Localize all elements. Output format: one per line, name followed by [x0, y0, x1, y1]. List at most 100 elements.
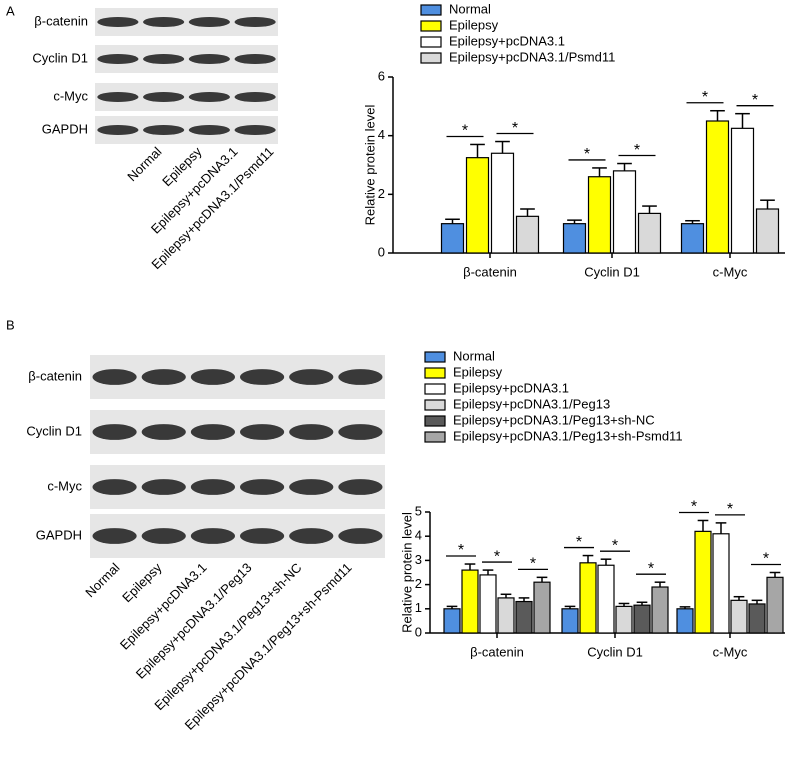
bar — [533, 581, 551, 634]
legend-label: Epilepsy+pcDNA3.1/Peg13 — [453, 396, 610, 411]
significance-label: * — [691, 499, 697, 516]
y-tick-label: 2 — [415, 576, 422, 591]
blot-band — [338, 424, 383, 440]
legend-label: Epilepsy+pcDNA3.1/Psmd11 — [449, 49, 615, 64]
legend-label: Normal — [449, 1, 491, 16]
legend-swatch — [424, 431, 446, 443]
significance-label: * — [576, 534, 582, 551]
bar — [561, 608, 579, 634]
bar — [705, 120, 730, 254]
blot-band — [141, 424, 186, 440]
y-axis-label: Relative protein level — [362, 105, 377, 226]
blot-band — [289, 424, 334, 440]
y-tick-label: 0 — [378, 244, 385, 259]
blot-band — [289, 369, 334, 385]
blot-band — [234, 124, 276, 136]
significance-label: * — [634, 142, 640, 159]
blot-strip — [90, 410, 385, 454]
blot-band — [141, 369, 186, 385]
blot-band — [239, 528, 285, 544]
blot-band — [97, 91, 139, 103]
blot-row-label: c-Myc — [47, 478, 82, 493]
blot-band — [239, 369, 285, 385]
significance-label: * — [512, 120, 518, 137]
blot-band — [338, 479, 383, 495]
legend-swatch — [424, 351, 446, 363]
legend-swatch — [424, 415, 446, 427]
significance-label: * — [612, 537, 618, 554]
bar — [587, 176, 612, 254]
significance-label: * — [584, 146, 590, 163]
blot-strip — [90, 355, 385, 399]
legend-label: Normal — [453, 348, 495, 363]
blot-band — [234, 16, 276, 28]
bar — [730, 599, 748, 634]
bar — [651, 586, 669, 634]
legend-swatch — [424, 383, 446, 395]
blot-band — [289, 479, 334, 495]
blot-band — [92, 369, 137, 385]
y-tick-label: 4 — [415, 528, 422, 543]
blot-row-label: Cyclin D1 — [26, 423, 82, 438]
legend-swatch — [424, 367, 446, 379]
blot-band — [141, 528, 186, 544]
bar — [562, 223, 587, 254]
bar — [440, 223, 465, 254]
bar — [748, 603, 766, 634]
blot-strip — [90, 514, 385, 558]
blot-row-label: β-catenin — [28, 368, 82, 383]
significance-label: * — [752, 92, 758, 109]
blot-band — [143, 91, 185, 103]
significance-label: * — [462, 123, 468, 140]
blot-row-label: GAPDH — [42, 121, 88, 136]
bar — [680, 223, 705, 254]
significance-label: * — [494, 548, 500, 565]
significance-label: * — [763, 551, 769, 568]
legend-label: Epilepsy — [453, 364, 503, 379]
y-axis-label: Relative protein level — [399, 512, 414, 633]
legend-swatch — [420, 52, 442, 64]
bar — [465, 157, 490, 254]
significance-label: * — [702, 89, 708, 106]
y-tick-label: 4 — [378, 127, 385, 142]
blot-row-label: GAPDH — [36, 527, 82, 542]
bar — [694, 530, 712, 634]
blot-band — [92, 528, 137, 544]
legend-label: Epilepsy+pcDNA3.1/Peg13+sh-Psmd11 — [453, 428, 683, 443]
significance-label: * — [458, 542, 464, 559]
bar — [515, 215, 540, 254]
blot-strip — [90, 465, 385, 509]
blot-band — [92, 479, 137, 495]
blot-band — [338, 528, 383, 544]
bar — [461, 569, 479, 634]
bar — [637, 212, 662, 254]
blot-row-label: c-Myc — [53, 88, 88, 103]
bar — [766, 576, 784, 634]
y-tick-label: 3 — [415, 552, 422, 567]
bar — [712, 533, 730, 634]
significance-label: * — [727, 501, 733, 518]
blot-band — [190, 369, 236, 385]
blot-row-label: Cyclin D1 — [32, 50, 88, 65]
significance-label: * — [530, 556, 536, 573]
y-tick-label: 2 — [378, 186, 385, 201]
blot-lane-label: Epilepsy+pcDNA3.1 — [117, 560, 210, 653]
blot-band — [97, 124, 139, 136]
blot-band — [188, 124, 230, 136]
blot-band — [143, 124, 185, 136]
legend-swatch — [424, 399, 446, 411]
blot-band — [188, 16, 230, 28]
x-tick-label: Cyclin D1 — [584, 264, 640, 279]
bar — [497, 597, 515, 634]
blot-band — [234, 53, 276, 65]
blot-band — [338, 369, 383, 385]
y-tick-label: 0 — [415, 624, 422, 639]
bar — [579, 562, 597, 634]
x-tick-label: c-Myc — [713, 264, 748, 279]
bar — [676, 608, 694, 634]
panel-label: B — [6, 317, 15, 332]
bar — [597, 564, 615, 634]
legend-swatch — [420, 36, 442, 48]
